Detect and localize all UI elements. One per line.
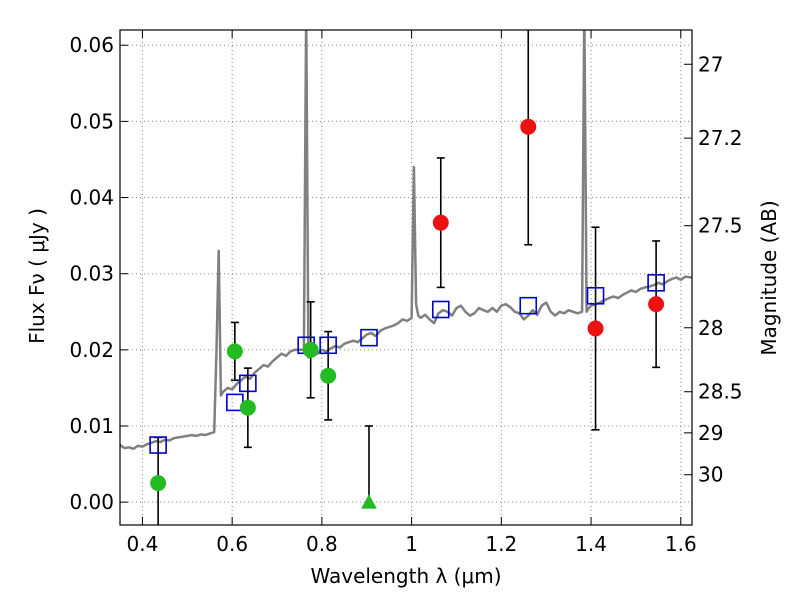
- x-tick-label: 1.4: [575, 532, 607, 556]
- right-tick-label: 28.5: [698, 380, 743, 404]
- x-tick-label: 0.8: [306, 532, 338, 556]
- optical-detection-point: [226, 343, 243, 360]
- y-tick-label: 0.04: [69, 186, 114, 210]
- y-tick-label: 0.00: [69, 490, 114, 514]
- model-spectrum-layer: [120, 30, 692, 451]
- y-tick-label: 0.02: [69, 338, 114, 362]
- data-points-layer: [149, 30, 665, 525]
- right-tick-label: 28: [698, 316, 723, 340]
- model-photometry-square: [519, 296, 538, 315]
- right-tick-label: 27.5: [698, 214, 743, 238]
- optical-detection-point: [150, 475, 167, 492]
- right-axis-title: Magnitude (AB): [757, 200, 781, 355]
- right-tick-label: 30: [698, 463, 723, 487]
- y-tick-label: 0.05: [69, 109, 114, 133]
- y-axis-title: Flux Fν ( μJy ): [25, 208, 49, 344]
- model-photometry-square: [319, 336, 337, 355]
- upper-limit-triangle: [361, 494, 377, 509]
- x-tick-label: 0.6: [216, 532, 248, 556]
- optical-detection-point: [239, 399, 256, 416]
- model-photometry-square: [360, 328, 378, 347]
- model-photometry-square: [647, 274, 665, 292]
- y-tick-label: 0.01: [69, 414, 114, 438]
- right-tick-label: 27: [698, 52, 723, 76]
- ir-detection-point: [648, 296, 665, 313]
- x-tick-label: 1.2: [485, 532, 517, 556]
- ir-detection-point: [587, 320, 604, 337]
- right-tick-label: 27.2: [698, 126, 743, 150]
- optical-detection-point: [320, 367, 337, 384]
- model-photometry-square: [239, 374, 257, 393]
- x-tick-label: 1: [405, 532, 418, 556]
- grid: [120, 30, 692, 525]
- ir-detection-point: [520, 118, 537, 135]
- ir-detection-point: [432, 214, 449, 231]
- x-axis-title: Wavelength λ (μm): [310, 564, 501, 588]
- right-tick-label: 29: [698, 421, 723, 445]
- model-spectrum-line: [120, 30, 692, 451]
- model-photometry-square: [586, 286, 605, 305]
- model-photometry-square: [149, 436, 167, 454]
- model-photometry-square: [431, 300, 450, 319]
- optical-detection-point: [302, 341, 319, 358]
- x-tick-label: 0.4: [127, 532, 159, 556]
- x-tick-label: 1.6: [665, 532, 697, 556]
- ticks: 0.4 0.6 0.8 1 1.2 1.4 1.6 0.00 0.01 0.02 0.03 0.04 0…: [69, 30, 743, 556]
- plot-frame: [119, 29, 693, 526]
- y-tick-label: 0.03: [69, 262, 114, 286]
- y-tick-label: 0.06: [69, 33, 114, 57]
